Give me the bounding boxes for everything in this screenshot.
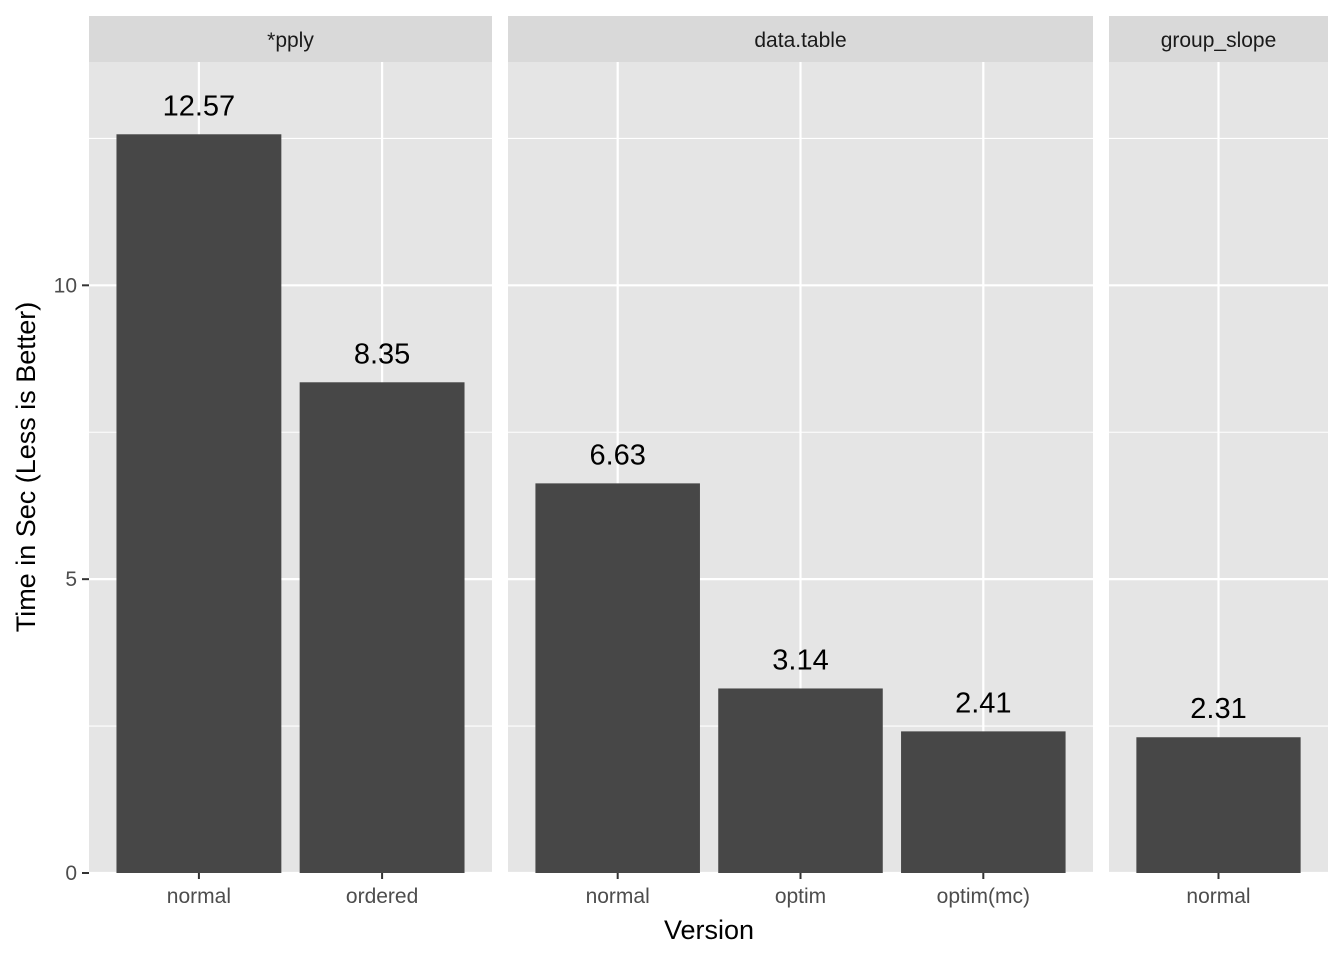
data-label: 8.35 (354, 338, 410, 370)
data-label: 6.63 (589, 439, 645, 471)
x-tick-label: normal (167, 885, 231, 908)
facet-strip (89, 16, 492, 62)
bar (535, 483, 700, 873)
x-axis-title: Version (664, 915, 754, 945)
data-label: 12.57 (163, 90, 236, 122)
bar (116, 134, 282, 873)
facet-strip (508, 16, 1093, 62)
x-tick-label: optim(mc) (937, 885, 1030, 908)
facet-strip-label: data.table (754, 29, 846, 52)
bar (718, 688, 883, 873)
panel-0: *pply 12.57 normal 8.35 ordered (89, 16, 492, 908)
facet-strip-label: group_slope (1161, 29, 1277, 52)
data-label: 2.31 (1190, 693, 1246, 725)
y-tick-label: 10 (54, 274, 77, 297)
panel-1: data.table 6.63 normal 3.14 optim 2.41 optim(m… (508, 16, 1093, 908)
panels-layer: *pply 12.57 normal 8.35 ordered data.table 6.6… (89, 16, 1328, 908)
facet-strip (1109, 16, 1328, 62)
data-label: 2.41 (955, 687, 1011, 719)
facet-strip-label: *pply (267, 29, 314, 52)
x-tick-label: optim (775, 885, 826, 908)
data-label: 3.14 (772, 644, 828, 676)
bar (901, 731, 1066, 873)
y-axis-title: Time in Sec (Less is Better) (11, 302, 41, 633)
bar (1136, 737, 1301, 873)
panel-2: group_slope 2.31 normal (1109, 16, 1328, 908)
x-tick-label: normal (586, 885, 650, 908)
x-tick-label: ordered (346, 885, 418, 908)
y-tick-label: 0 (65, 862, 77, 885)
bar (299, 382, 465, 873)
x-tick-label: normal (1186, 885, 1250, 908)
y-axis: 0 5 10 (54, 274, 89, 885)
y-tick-label: 5 (65, 568, 77, 591)
